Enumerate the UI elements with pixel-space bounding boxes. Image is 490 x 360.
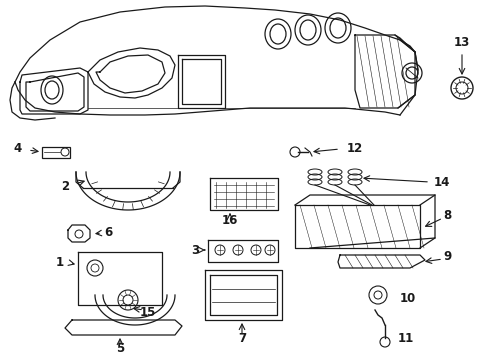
Text: 3: 3 [191, 243, 199, 257]
Text: 1: 1 [56, 256, 64, 269]
Text: 7: 7 [238, 332, 246, 345]
Text: 13: 13 [454, 36, 470, 49]
Text: 10: 10 [400, 292, 416, 305]
Text: 15: 15 [140, 306, 156, 319]
Text: 9: 9 [443, 251, 451, 264]
Text: 2: 2 [61, 180, 69, 193]
Text: 14: 14 [434, 176, 450, 189]
Text: 16: 16 [222, 213, 238, 226]
Text: 6: 6 [104, 225, 112, 239]
Text: 4: 4 [14, 141, 22, 154]
Text: 5: 5 [116, 342, 124, 355]
Text: 11: 11 [398, 332, 414, 345]
Text: 12: 12 [347, 141, 363, 154]
Text: 8: 8 [443, 208, 451, 221]
Bar [42, 147, 70, 158]
